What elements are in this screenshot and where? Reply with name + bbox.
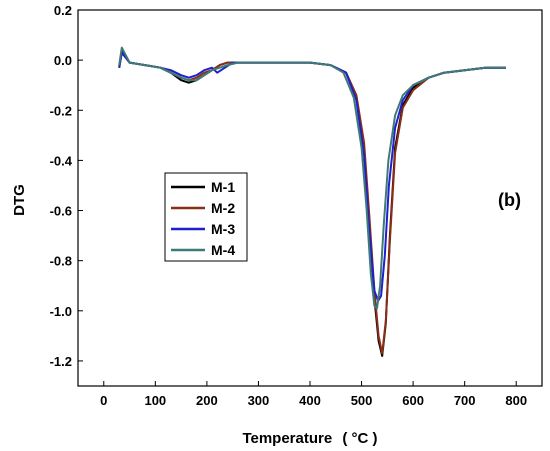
y-tick-label: -0.2 xyxy=(50,103,72,118)
y-tick-label: -0.6 xyxy=(50,204,72,219)
x-axis-title: Temperature ( °C ) xyxy=(242,430,377,447)
y-axis-ticks: 0.2 0.0 -0.2 -0.4 -0.6 -0.8 -1.0 -1.2 xyxy=(50,3,83,369)
y-tick-label: 0.0 xyxy=(54,53,72,68)
legend-box xyxy=(164,172,248,262)
legend-label: M-1 xyxy=(211,179,235,195)
y-tick-label: -0.4 xyxy=(50,153,73,168)
x-tick-label: 0 xyxy=(100,393,107,408)
legend: M-1 M-2 M-3 M-4 xyxy=(164,172,248,262)
x-axis-title-text: Temperature xyxy=(242,430,332,447)
legend-label: M-4 xyxy=(211,242,235,258)
x-tick-label: 100 xyxy=(144,393,166,408)
x-axis-title-unit: ( °C ) xyxy=(342,430,377,447)
y-tick-label: -1.2 xyxy=(50,354,72,369)
y-tick-label: -0.8 xyxy=(50,254,72,269)
x-tick-label: 300 xyxy=(248,393,270,408)
panel-annotation: (b) xyxy=(498,190,521,210)
x-tick-label: 500 xyxy=(351,393,373,408)
x-tick-label: 600 xyxy=(402,393,424,408)
x-tick-label: 200 xyxy=(196,393,218,408)
y-axis-title: DTG xyxy=(11,184,28,216)
y-tick-label: -1.0 xyxy=(50,304,72,319)
x-tick-label: 400 xyxy=(299,393,321,408)
legend-label: M-3 xyxy=(211,221,235,237)
y-tick-label: 0.2 xyxy=(54,3,72,18)
series-lines xyxy=(118,46,506,357)
legend-label: M-2 xyxy=(211,200,235,216)
series-line-m-4 xyxy=(118,46,506,310)
x-tick-label: 700 xyxy=(454,393,476,408)
x-axis-ticks: 0 100 200 300 400 500 600 700 800 xyxy=(100,381,527,408)
x-tick-label: 800 xyxy=(505,393,527,408)
